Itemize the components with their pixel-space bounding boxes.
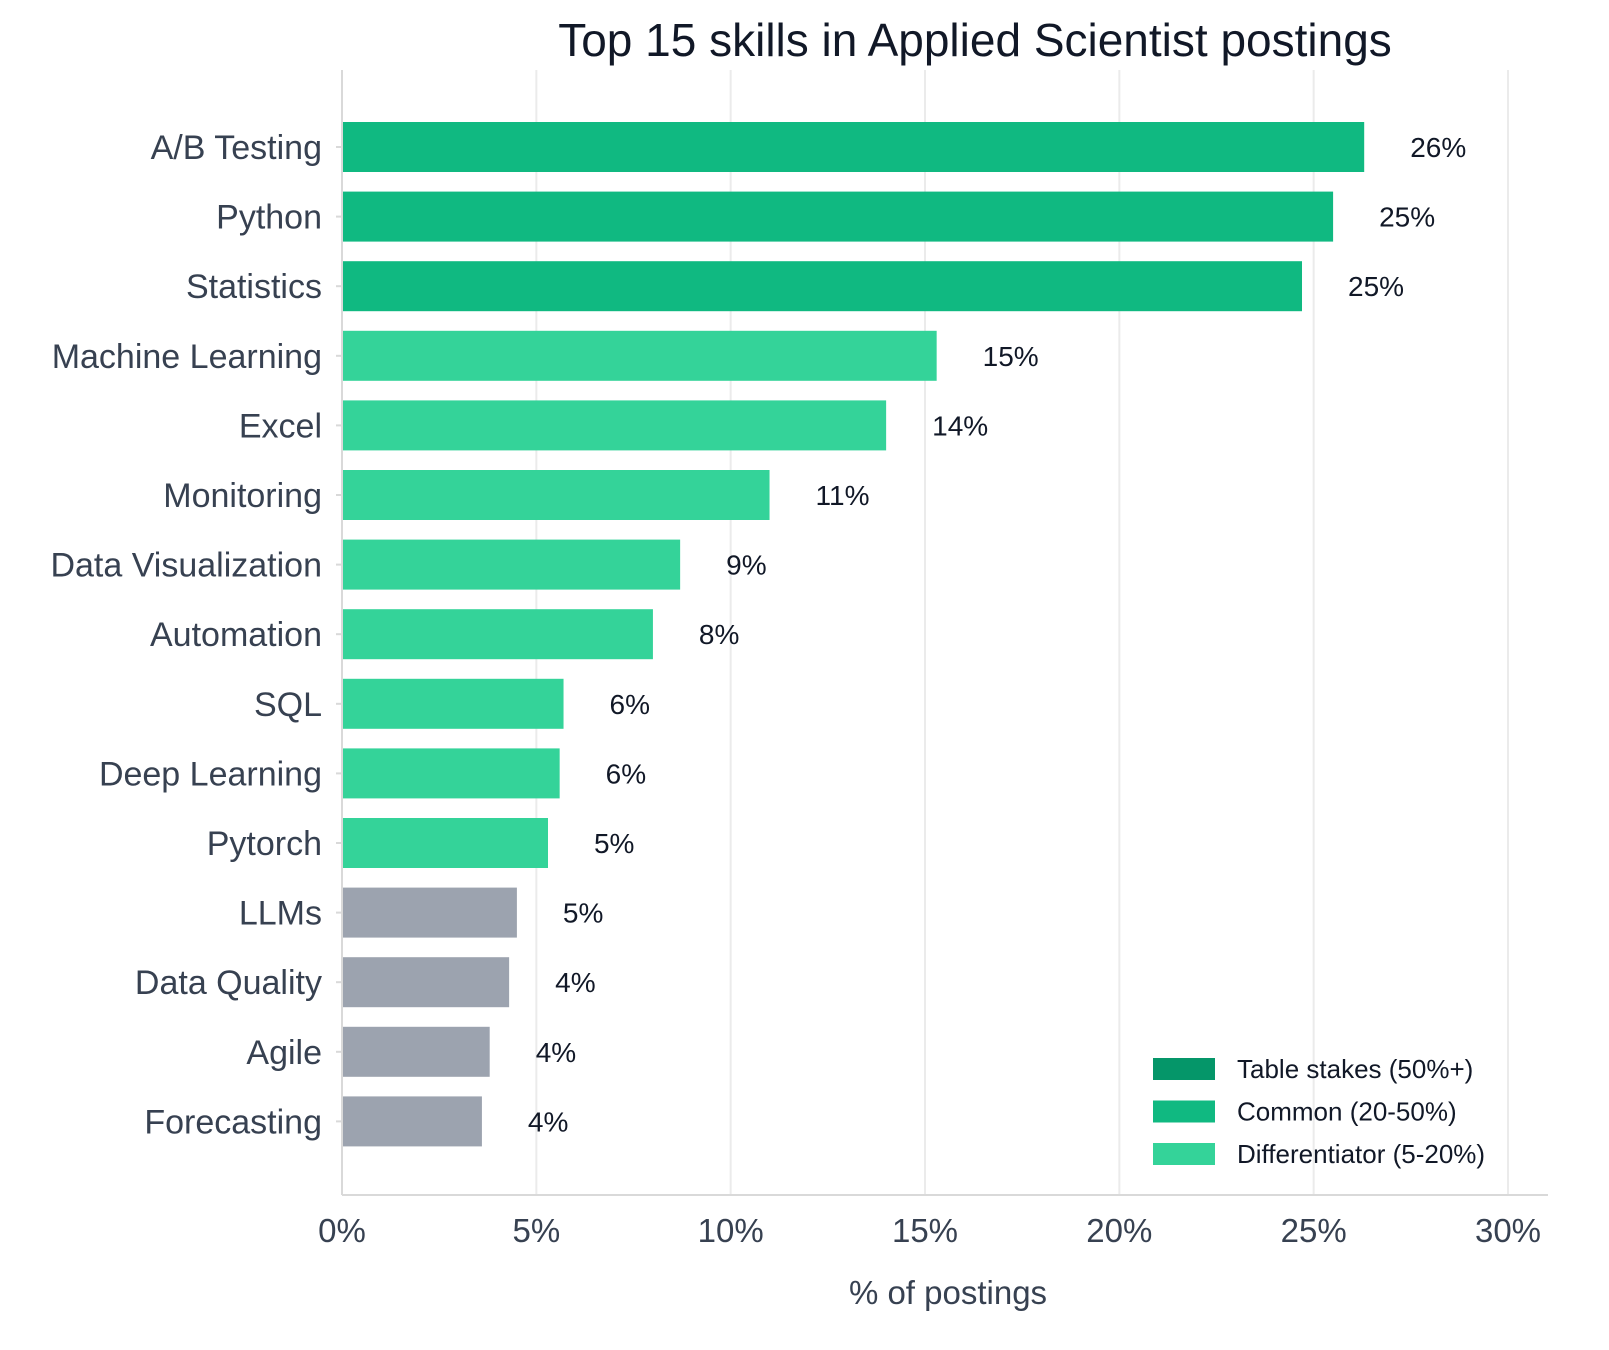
y-tick-label: Deep Learning [99, 755, 322, 793]
bar [342, 470, 770, 520]
y-tick-label: LLMs [239, 895, 322, 933]
data-label: 4% [555, 967, 595, 998]
x-tick-label: 5% [512, 1212, 560, 1249]
grid [535, 70, 1509, 1195]
bar [342, 748, 560, 799]
bar [342, 122, 1365, 172]
x-tick-label: 0% [318, 1212, 366, 1249]
data-label: 6% [610, 689, 650, 720]
bar [342, 678, 564, 729]
bar [342, 191, 1334, 242]
y-tick-label: Data Quality [135, 964, 322, 1002]
y-tick-label: Excel [239, 407, 322, 445]
axes: 0% 5% 10% 15% 20% 25% 30% A/B Testing Python Stat… [50, 70, 1548, 1249]
data-label: 26% [1410, 132, 1466, 163]
x-tick-label: 25% [1281, 1212, 1347, 1249]
bars: 26% 25% 25% 15% 14% 11% 9% 8% 6% 6% 5% 5% 4% 4% 4% [342, 122, 1466, 1147]
y-tick-label: A/B Testing [151, 129, 322, 167]
y-tick-label: Statistics [186, 268, 322, 306]
y-tick-label: Pytorch [207, 825, 322, 863]
y-tick-label: Agile [246, 1034, 322, 1072]
bar [342, 330, 937, 381]
legend-swatch [1153, 1058, 1215, 1080]
x-tick-label: 30% [1475, 1212, 1541, 1249]
data-label: 15% [983, 341, 1039, 372]
bar [342, 1096, 482, 1147]
chart-title: Top 15 skills in Applied Scientist posti… [558, 14, 1392, 66]
data-label: 4% [536, 1037, 576, 1068]
bar [342, 1026, 490, 1077]
legend-label: Differentiator (5-20%) [1237, 1139, 1485, 1169]
bar [342, 400, 887, 451]
data-label: 25% [1379, 202, 1435, 233]
data-label: 25% [1348, 271, 1404, 302]
legend-label: Table stakes (50%+) [1237, 1054, 1473, 1084]
y-tick-label: Python [216, 199, 322, 237]
data-label: 5% [563, 898, 603, 929]
legend: Table stakes (50%+) Common (20-50%) Differ… [1153, 1054, 1485, 1169]
bar [342, 539, 681, 590]
y-tick-label: Automation [150, 616, 322, 654]
y-tick-label: SQL [254, 686, 322, 724]
data-label: 4% [528, 1106, 568, 1137]
data-label: 14% [932, 410, 988, 441]
data-label: 5% [594, 828, 634, 859]
bar [342, 887, 517, 938]
y-tick-label: Machine Learning [52, 338, 322, 376]
x-axis-title: % of postings [849, 1274, 1047, 1311]
x-tick-label: 10% [698, 1212, 764, 1249]
data-label: 9% [726, 550, 766, 581]
bar [342, 818, 548, 868]
x-tick-label: 15% [892, 1212, 958, 1249]
bar [342, 609, 653, 660]
data-label: 11% [816, 480, 870, 511]
y-tick-label: Forecasting [144, 1103, 322, 1141]
legend-swatch [1153, 1143, 1215, 1165]
legend-swatch [1153, 1100, 1215, 1123]
data-label: 8% [699, 619, 739, 650]
bar [342, 957, 510, 1008]
y-tick-label: Data Visualization [50, 547, 322, 585]
bar [342, 261, 1303, 312]
x-tick-label: 20% [1086, 1212, 1152, 1249]
legend-label: Common (20-50%) [1237, 1097, 1457, 1127]
data-label: 6% [606, 758, 646, 789]
y-tick-label: Monitoring [163, 477, 322, 515]
